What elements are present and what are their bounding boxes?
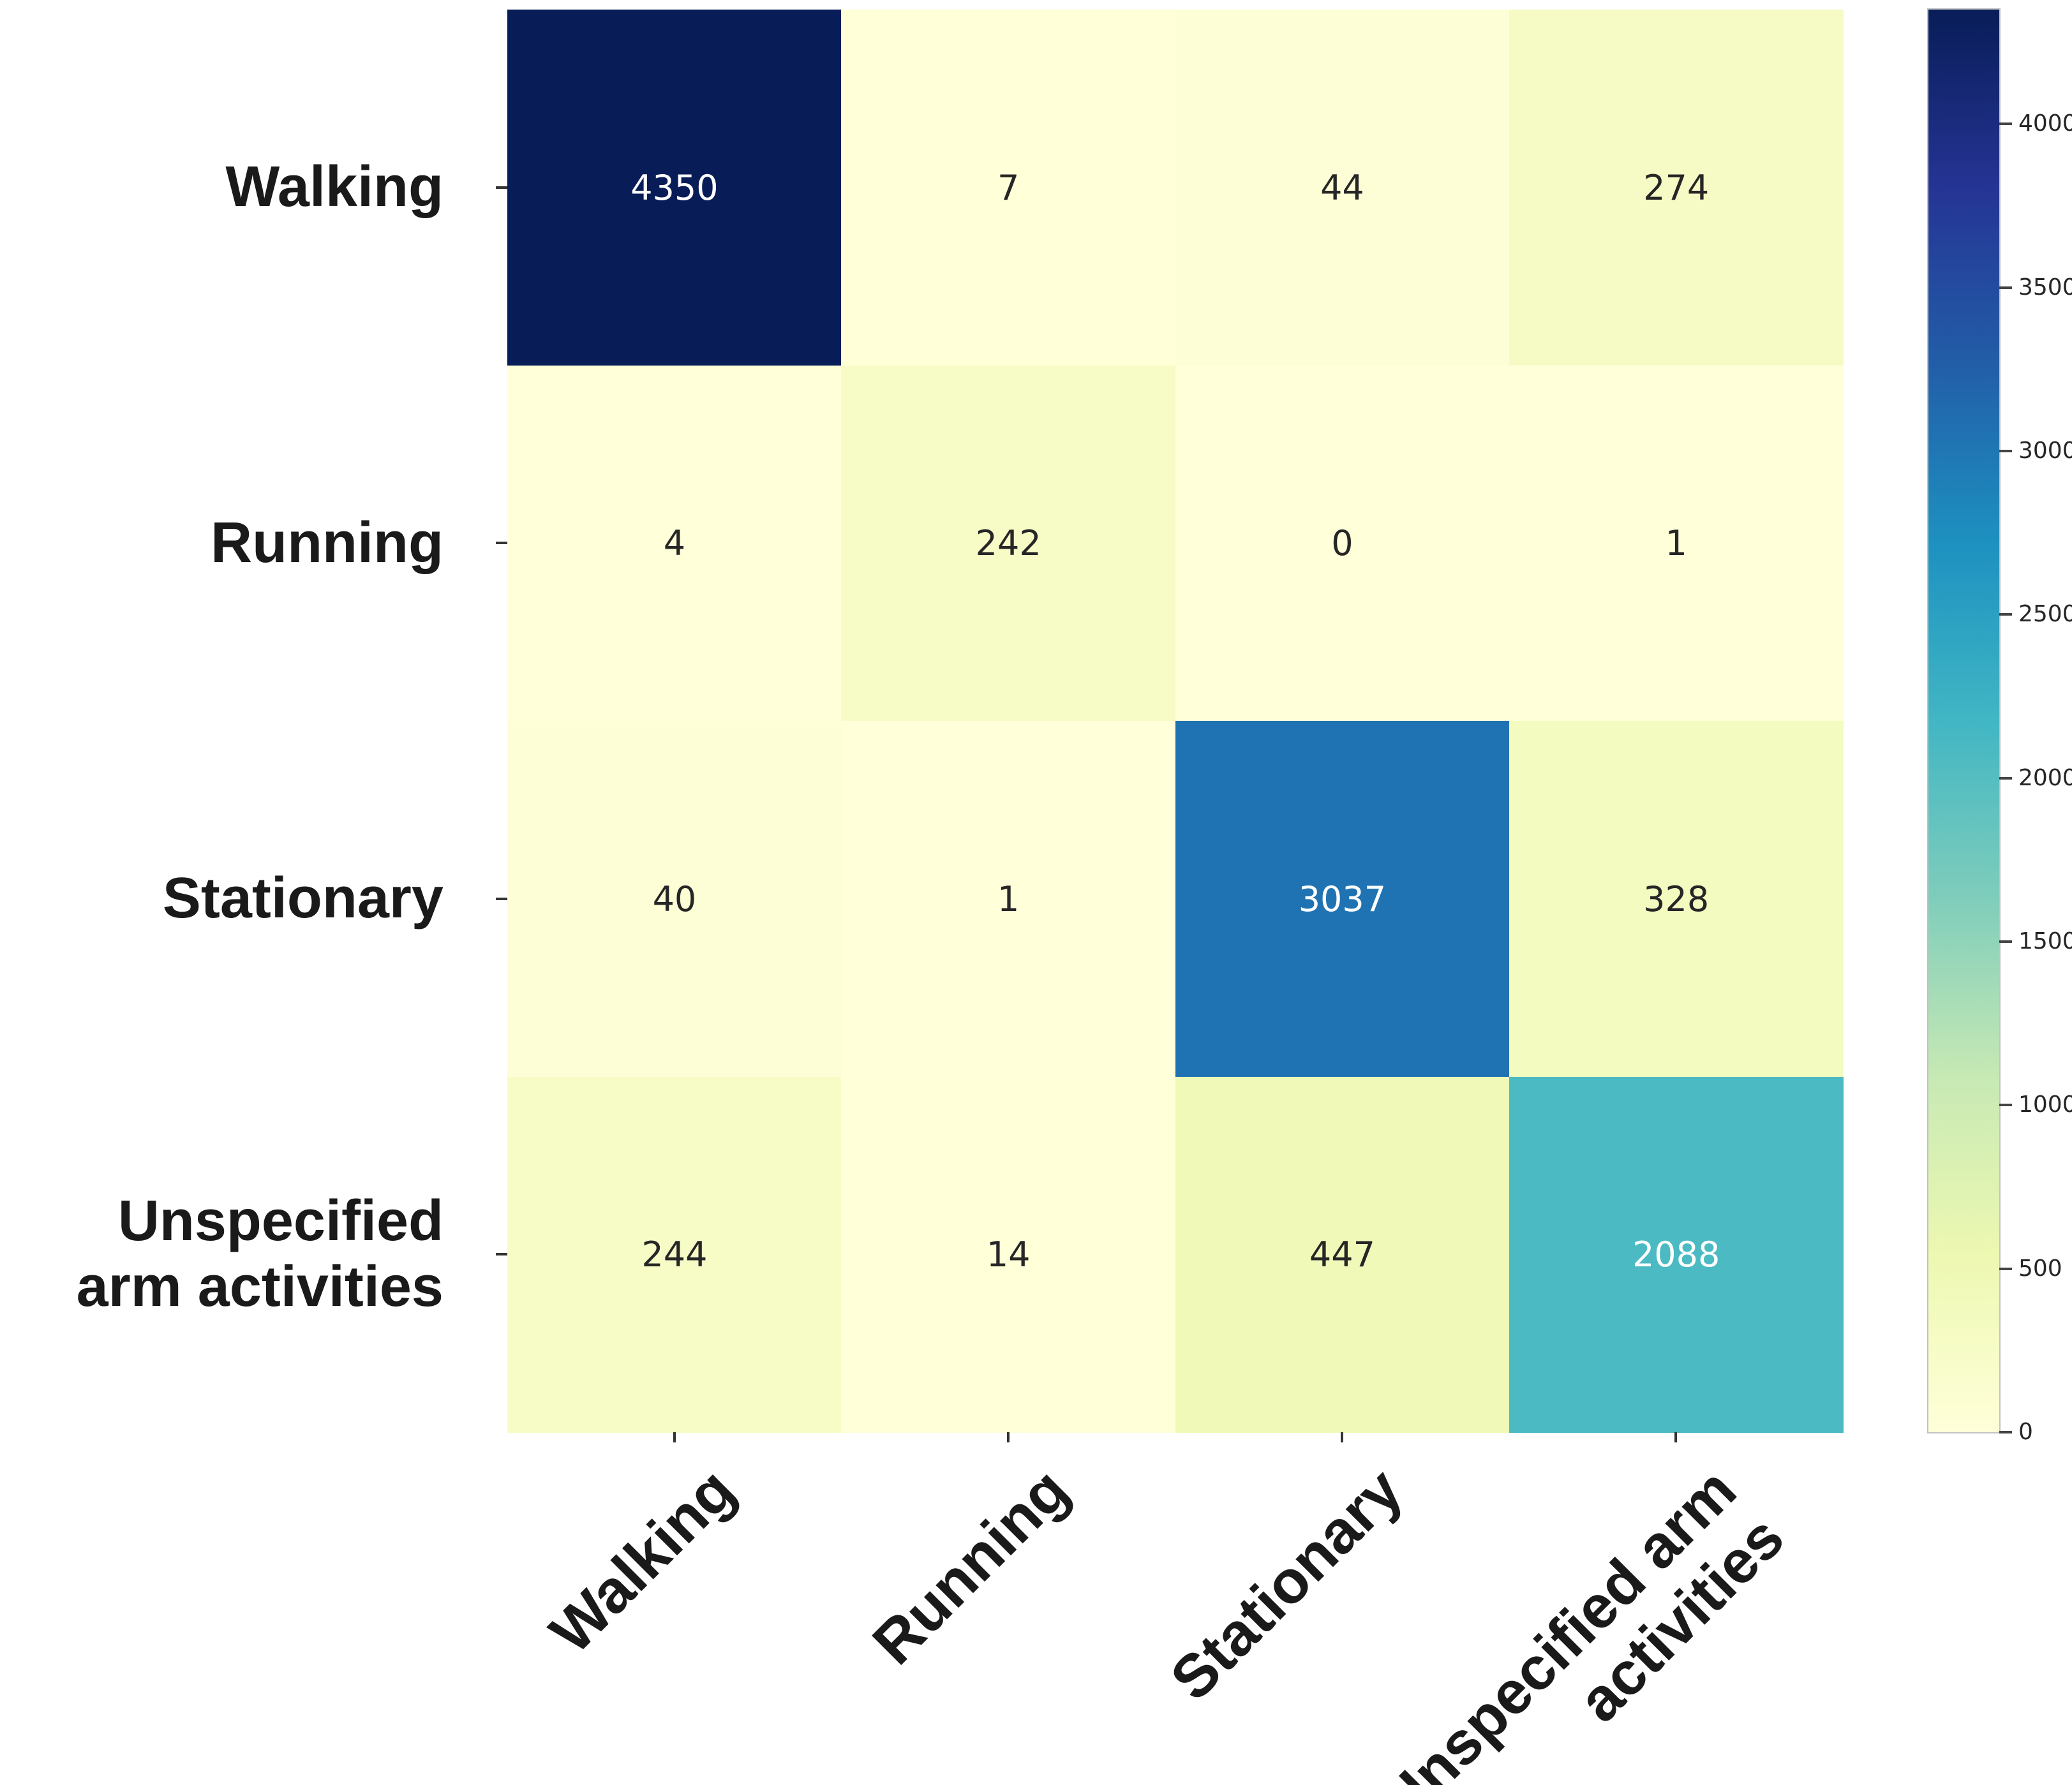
- y-axis-tick-mark: [496, 542, 507, 545]
- cell-value-label: 4: [663, 523, 686, 564]
- x-axis-tick-label: Walking: [537, 1456, 748, 1666]
- heatmap-cell: 242: [841, 365, 1176, 722]
- cell-value-label: 1: [1665, 523, 1687, 564]
- heatmap-cell: 244: [507, 1076, 842, 1433]
- y-axis-tick-mark: [496, 1253, 507, 1256]
- y-axis-tick-label: Unspecified arm activities: [76, 1189, 443, 1319]
- colorbar-tick-label: 4000: [2018, 110, 2072, 137]
- colorbar-tick-label: 1000: [2018, 1092, 2072, 1118]
- cell-value-label: 328: [1643, 878, 1710, 919]
- colorbar-tick-label: 3000: [2018, 438, 2072, 464]
- colorbar-tick-label: 2000: [2018, 764, 2072, 791]
- cell-value-label: 2088: [1632, 1234, 1720, 1275]
- colorbar-gradient: [1927, 8, 2001, 1433]
- colorbar-tick-mark: [1999, 286, 2012, 289]
- y-axis-tick-mark: [496, 897, 507, 900]
- heatmap-cell: 2088: [1509, 1076, 1844, 1433]
- cell-value-label: 274: [1643, 167, 1710, 208]
- colorbar-tick-mark: [1999, 940, 2012, 944]
- heatmap-cell: 44: [1175, 10, 1510, 366]
- cell-value-label: 447: [1309, 1234, 1375, 1275]
- heatmap-cell: 0: [1175, 365, 1510, 722]
- colorbar-tick-mark: [1999, 1431, 2012, 1433]
- x-axis-tick-mark: [1006, 1432, 1010, 1442]
- colorbar-tick-mark: [1999, 776, 2012, 780]
- colorbar-tick-mark: [1999, 122, 2012, 126]
- cell-value-label: 242: [975, 523, 1041, 564]
- y-axis-tick-label: Stationary: [162, 866, 443, 930]
- heatmap-cell: 1: [1509, 365, 1844, 722]
- colorbar-tick-mark: [1999, 613, 2012, 616]
- heatmap-cell: 4350: [507, 10, 842, 366]
- y-axis-tick-mark: [496, 186, 507, 189]
- heatmap-cell: 7: [841, 10, 1176, 366]
- colorbar-tick-mark: [1999, 1104, 2012, 1107]
- x-axis-tick-label: Unspecified arm activities: [1368, 1456, 1798, 1785]
- cell-value-label: 40: [652, 878, 697, 919]
- colorbar-tick-label: 0: [2018, 1419, 2033, 1445]
- heatmap-cell: 40: [507, 721, 842, 1078]
- cell-value-label: 1: [997, 878, 1020, 919]
- cell-value-label: 44: [1320, 167, 1364, 208]
- colorbar-tick-label: 1500: [2018, 928, 2072, 955]
- heatmap-cell: 328: [1509, 721, 1844, 1078]
- x-axis-tick-mark: [673, 1432, 676, 1442]
- heatmap-cell: 1: [841, 721, 1176, 1078]
- x-axis-tick-mark: [1674, 1432, 1678, 1442]
- colorbar-tick-label: 500: [2018, 1255, 2062, 1282]
- heatmap-cell: 447: [1175, 1076, 1510, 1433]
- cell-value-label: 3037: [1298, 878, 1387, 919]
- heatmap-grid: 4350 7 44 274 4 242 0 1 40 1 3037 328 244 14 447 2088: [507, 10, 1844, 1433]
- y-axis-tick-label: Walking: [225, 155, 443, 219]
- heatmap-cell: 3037: [1175, 721, 1510, 1078]
- cell-value-label: 0: [1331, 523, 1353, 564]
- cell-value-label: 244: [641, 1234, 708, 1275]
- colorbar-tick-label: 3500: [2018, 274, 2072, 300]
- cell-value-label: 14: [986, 1234, 1031, 1275]
- cell-value-label: 7: [997, 167, 1020, 208]
- cell-value-label: 4350: [630, 167, 719, 208]
- heatmap-cell: 274: [1509, 10, 1844, 366]
- colorbar-tick-mark: [1999, 450, 2012, 453]
- y-axis-tick-label: Running: [211, 510, 443, 575]
- x-axis-tick-mark: [1341, 1432, 1344, 1442]
- heatmap-cell: 4: [507, 365, 842, 722]
- colorbar-tick-mark: [1999, 1267, 2012, 1270]
- colorbar-tick-label: 2500: [2018, 601, 2072, 628]
- heatmap-cell: 14: [841, 1076, 1176, 1433]
